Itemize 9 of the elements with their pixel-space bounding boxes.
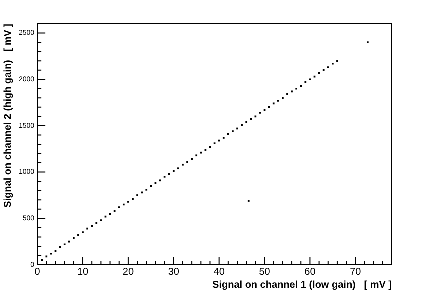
x-tick-label: 60	[304, 266, 316, 278]
x-axis-title: Signal on channel 1 (low gain) [ mV ]	[212, 280, 392, 291]
y-axis-title: Signal on channel 2 (high gain) [ mV ]	[2, 24, 14, 208]
x-tick-label: 20	[122, 266, 134, 278]
x-tick-label: 40	[214, 266, 226, 278]
x-tick-label: 30	[168, 266, 180, 278]
x-tick-label: 10	[77, 266, 90, 278]
x-tick-label: 70	[350, 266, 362, 278]
x-tick-label: 50	[259, 266, 271, 278]
